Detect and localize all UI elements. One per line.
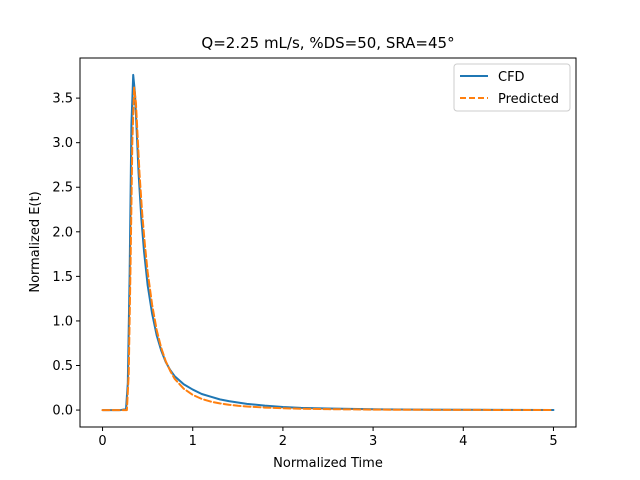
- y-tick-label: 2.5: [52, 181, 73, 196]
- x-tick-label: 5: [549, 434, 557, 449]
- x-tick-label: 2: [279, 434, 287, 449]
- series-line-predicted: [101, 86, 555, 412]
- legend-label-cfd: CFD: [498, 70, 525, 85]
- y-axis: 0.0 0.5 1.0 1.5 2.0 2.5 3.0 3.5: [52, 92, 80, 419]
- legend: CFD Predicted: [453, 63, 571, 112]
- y-tick-label: 1.5: [52, 270, 73, 285]
- x-axis: 0 1 2 3 4 5: [98, 427, 558, 449]
- x-tick-label: 3: [369, 434, 377, 449]
- y-tick-label: 2.0: [52, 225, 73, 240]
- x-tick-label: 4: [459, 434, 467, 449]
- plot-area: [79, 57, 577, 428]
- y-tick-label: 3.5: [52, 92, 73, 107]
- chart-title: Q=2.25 mL/s, %DS=50, SRA=45°: [201, 34, 454, 52]
- axes-frame: [79, 57, 577, 428]
- y-tick-label: 0.5: [52, 359, 73, 374]
- y-tick-label: 1.0: [52, 314, 73, 329]
- y-axis-label: Normalized E(t): [28, 191, 43, 292]
- legend-label-predicted: Predicted: [498, 92, 559, 107]
- x-axis-label: Normalized Time: [273, 456, 383, 471]
- x-tick-label: 1: [189, 434, 197, 449]
- y-tick-label: 0.0: [52, 404, 73, 419]
- y-tick-label: 3.0: [52, 136, 73, 151]
- x-tick-label: 0: [98, 434, 106, 449]
- series-layer: [101, 73, 555, 412]
